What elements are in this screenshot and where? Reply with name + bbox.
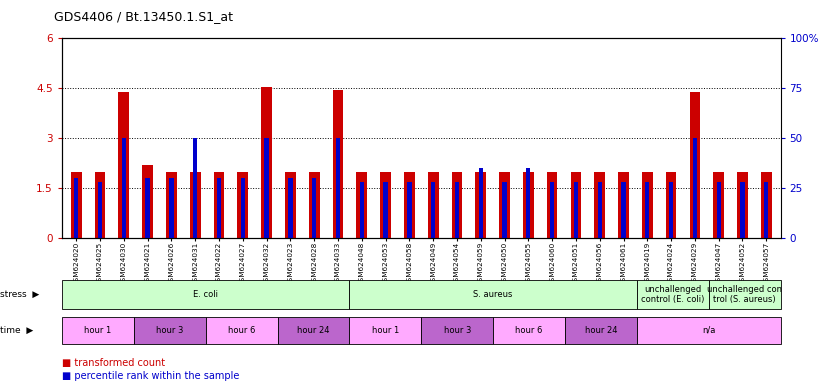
Bar [193, 138, 197, 238]
Text: hour 24: hour 24 [585, 326, 617, 335]
Text: S. aureus: S. aureus [473, 290, 513, 299]
Bar [145, 178, 150, 238]
Bar [690, 92, 700, 238]
Text: hour 6: hour 6 [228, 326, 255, 335]
Bar [478, 168, 483, 238]
Text: n/a: n/a [702, 326, 715, 335]
Bar [97, 182, 102, 238]
Bar [121, 138, 126, 238]
Bar [190, 172, 201, 238]
Text: hour 3: hour 3 [156, 326, 183, 335]
Bar [547, 172, 558, 238]
Bar [288, 178, 292, 238]
Text: unchallenged
control (E. coli): unchallenged control (E. coli) [641, 285, 705, 305]
Bar [285, 172, 296, 238]
Bar [523, 172, 534, 238]
Bar [380, 172, 391, 238]
Bar [621, 182, 625, 238]
Bar [95, 172, 106, 238]
Bar [240, 178, 245, 238]
Bar [431, 182, 435, 238]
Text: hour 24: hour 24 [297, 326, 330, 335]
Bar [595, 172, 605, 238]
Bar [336, 138, 340, 238]
Bar [428, 172, 439, 238]
Bar [669, 182, 673, 238]
Bar [142, 165, 153, 238]
Bar [666, 172, 676, 238]
Bar [452, 172, 463, 238]
Text: hour 1: hour 1 [84, 326, 112, 335]
Bar [764, 182, 768, 238]
Bar [571, 172, 582, 238]
Bar [356, 172, 367, 238]
Bar [618, 172, 629, 238]
Bar [407, 182, 411, 238]
Bar [214, 172, 225, 238]
Bar [642, 172, 653, 238]
Text: hour 3: hour 3 [444, 326, 471, 335]
Bar [166, 172, 177, 238]
Bar [169, 178, 173, 238]
Bar [455, 182, 459, 238]
Bar [574, 182, 578, 238]
Text: time  ▶: time ▶ [0, 326, 33, 335]
Text: stress  ▶: stress ▶ [0, 290, 40, 299]
Bar [404, 172, 415, 238]
Bar [359, 182, 364, 238]
Bar [550, 182, 554, 238]
Text: E. coli: E. coli [193, 290, 218, 299]
Bar [71, 172, 82, 238]
Bar [597, 182, 602, 238]
Bar [118, 92, 129, 238]
Bar [264, 138, 268, 238]
Bar [502, 182, 506, 238]
Text: unchallenged con
trol (S. aureus): unchallenged con trol (S. aureus) [707, 285, 782, 305]
Bar [74, 178, 78, 238]
Bar [476, 172, 487, 238]
Bar [526, 168, 530, 238]
Bar [737, 172, 748, 238]
Bar [740, 182, 744, 238]
Bar [217, 178, 221, 238]
Bar [237, 172, 248, 238]
Bar [333, 90, 344, 238]
Bar [312, 178, 316, 238]
Text: ■ percentile rank within the sample: ■ percentile rank within the sample [62, 371, 240, 381]
Text: GDS4406 / Bt.13450.1.S1_at: GDS4406 / Bt.13450.1.S1_at [54, 10, 233, 23]
Text: hour 1: hour 1 [372, 326, 399, 335]
Text: ■ transformed count: ■ transformed count [62, 358, 165, 368]
Bar [714, 172, 724, 238]
Bar [645, 182, 649, 238]
Bar [499, 172, 510, 238]
Bar [693, 138, 697, 238]
Bar [383, 182, 387, 238]
Bar [309, 172, 320, 238]
Bar [261, 87, 272, 238]
Bar [761, 172, 771, 238]
Text: hour 6: hour 6 [515, 326, 543, 335]
Bar [717, 182, 721, 238]
